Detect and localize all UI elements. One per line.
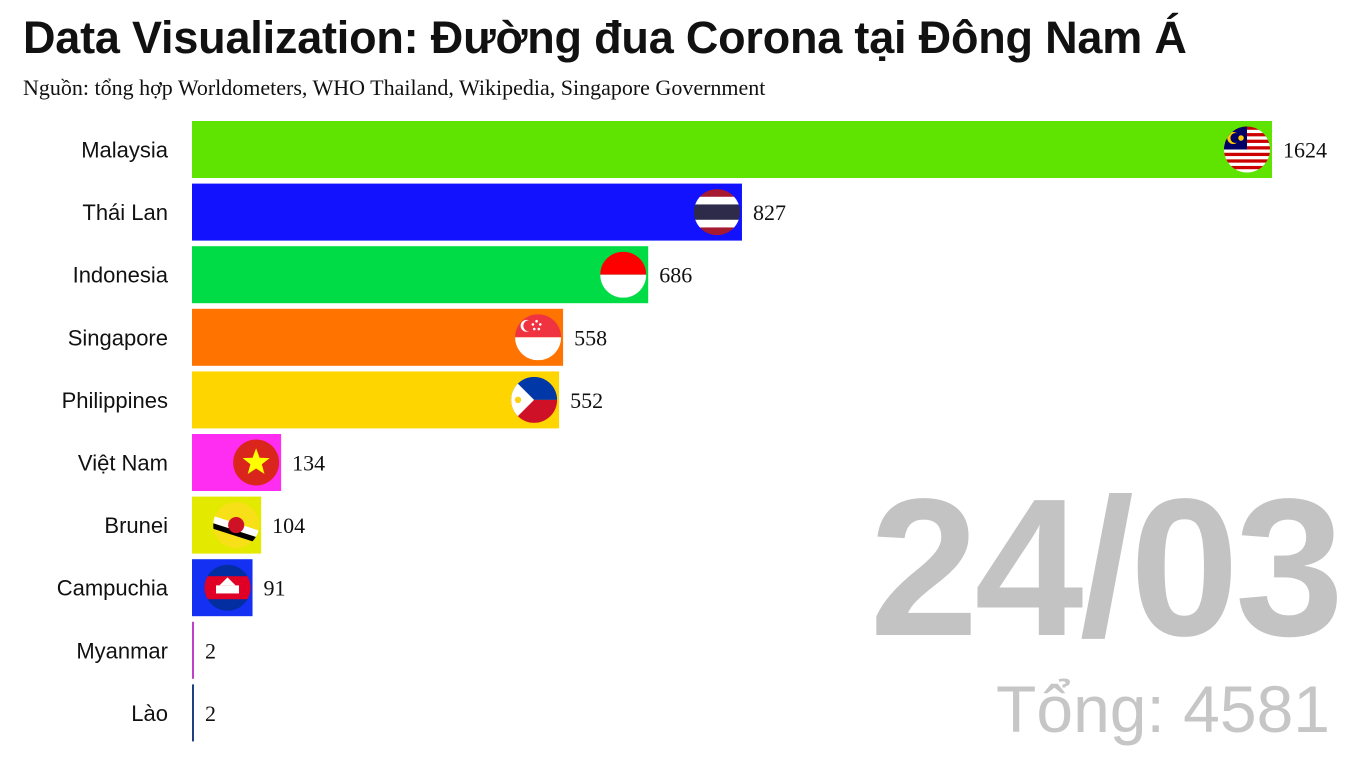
malaysia-flag-icon	[1224, 126, 1270, 173]
bar	[192, 183, 742, 241]
category-label: Campuchia	[57, 576, 169, 601]
chart-title: Data Visualization: Đường đua Corona tại…	[23, 12, 1187, 63]
philippines-flag-icon	[511, 376, 558, 423]
thailand-flag-icon	[693, 189, 740, 236]
value-label: 134	[292, 451, 325, 476]
vietnam-flag-icon	[233, 439, 280, 486]
total-value: 4581	[1183, 672, 1330, 746]
value-label: 2	[205, 638, 216, 663]
value-label: 827	[753, 200, 786, 225]
bar-row: Lào 2	[131, 684, 216, 742]
total-counter: Tổng: 4581	[996, 676, 1330, 742]
bar	[192, 371, 560, 429]
bar-row: Myanmar 2	[76, 621, 216, 679]
date-label: 24/03	[869, 458, 1344, 677]
chart-subtitle: Nguồn: tổng hợp Worldometers, WHO Thaila…	[23, 75, 766, 100]
value-label: 2	[205, 701, 216, 726]
bar-row: Brunei 104	[104, 496, 305, 554]
value-label: 686	[659, 263, 692, 288]
value-label: 552	[570, 388, 603, 413]
category-label: Lào	[131, 701, 168, 726]
bar-row: Philippines 552	[62, 371, 603, 429]
singapore-flag-icon	[515, 314, 562, 361]
category-label: Singapore	[68, 325, 168, 350]
category-label: Brunei	[104, 513, 168, 538]
cambodia-flag-icon	[204, 564, 251, 611]
value-label: 104	[272, 513, 305, 538]
category-label: Myanmar	[76, 638, 168, 663]
indonesia-flag-icon	[600, 251, 647, 298]
value-label: 91	[264, 576, 286, 601]
category-label: Philippines	[62, 388, 168, 413]
bar-row: Singapore 558	[68, 308, 607, 366]
brunei-flag-icon	[213, 502, 260, 549]
value-label: 558	[574, 325, 607, 350]
bar	[192, 621, 194, 679]
bar	[192, 684, 194, 742]
bar-row: Thái Lan 827	[82, 183, 786, 241]
bar-row: Malaysia 1624	[81, 121, 1327, 178]
bar-row: Việt Nam 134	[78, 434, 325, 491]
bar-row: Indonesia 686	[73, 246, 692, 304]
category-label: Việt Nam	[78, 451, 168, 476]
total-label: Tổng:	[996, 672, 1165, 746]
category-label: Indonesia	[73, 263, 169, 288]
value-label: 1624	[1283, 138, 1327, 163]
bar	[192, 308, 564, 366]
bar	[192, 246, 649, 304]
bar-row: Campuchia 91	[57, 559, 286, 617]
bar	[192, 121, 1272, 178]
category-label: Malaysia	[81, 138, 169, 163]
category-label: Thái Lan	[82, 200, 168, 225]
